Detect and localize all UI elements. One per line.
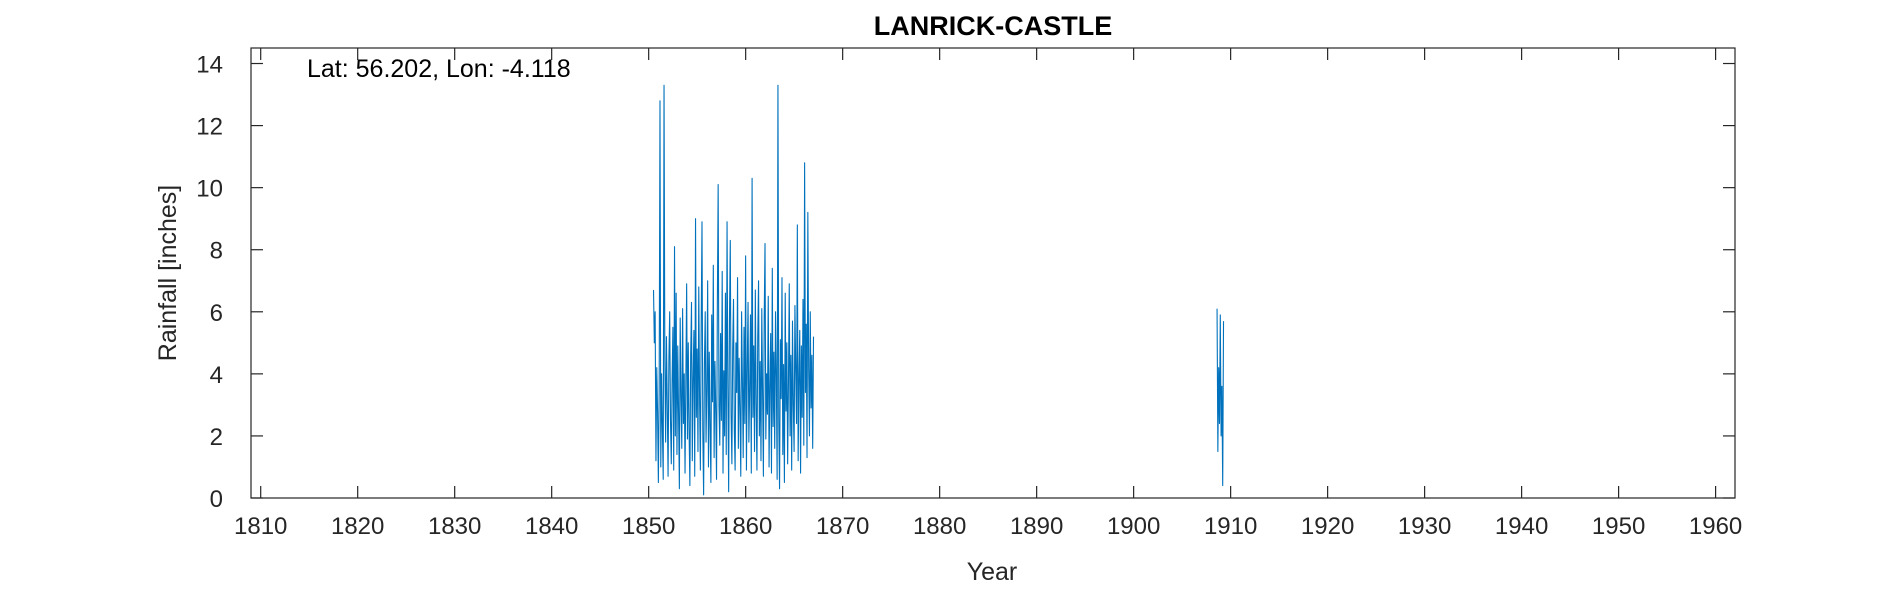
rainfall-series-line (1216, 308, 1225, 487)
x-tick-label: 1810 (234, 513, 287, 540)
x-tick-label: 1940 (1495, 513, 1548, 540)
y-tick-label: 8 (210, 238, 223, 265)
y-tick-label: 4 (210, 362, 223, 389)
x-tick-label: 1860 (719, 513, 772, 540)
x-tick-label: 1920 (1301, 513, 1354, 540)
y-tick-label: 2 (210, 424, 223, 451)
y-axis-label: Rainfall [inches] (154, 185, 182, 361)
chart-title: LANRICK-CASTLE (874, 11, 1112, 41)
y-tick-label: 10 (196, 176, 223, 203)
series-layer (652, 84, 1225, 496)
x-tick-label: 1870 (816, 513, 869, 540)
x-tick-label: 1910 (1204, 513, 1257, 540)
ticks-layer (251, 48, 1735, 499)
y-tick-label: 12 (196, 114, 223, 141)
x-tick-label: 1930 (1398, 513, 1451, 540)
plot-area-frame (250, 47, 1736, 499)
x-tick-label: 1820 (331, 513, 384, 540)
y-tick-label: 14 (196, 52, 223, 79)
x-tick-label: 1850 (622, 513, 675, 540)
y-tick-label: 6 (210, 300, 223, 327)
location-annotation: Lat: 56.202, Lon: -4.118 (307, 55, 571, 83)
x-tick-label: 1900 (1107, 513, 1160, 540)
x-tick-label: 1840 (525, 513, 578, 540)
rainfall-series-line (652, 84, 815, 496)
x-tick-label: 1950 (1592, 513, 1645, 540)
x-tick-label: 1960 (1689, 513, 1742, 540)
tick-labels-layer: 1810 1820 1830 1840 1850 1860 1870 1880 1890 1900… (196, 52, 1742, 540)
x-tick-label: 1880 (913, 513, 966, 540)
x-tick-label: 1830 (428, 513, 481, 540)
x-axis-label: Year (967, 558, 1018, 586)
y-tick-label: 0 (210, 486, 223, 513)
x-tick-label: 1890 (1010, 513, 1063, 540)
